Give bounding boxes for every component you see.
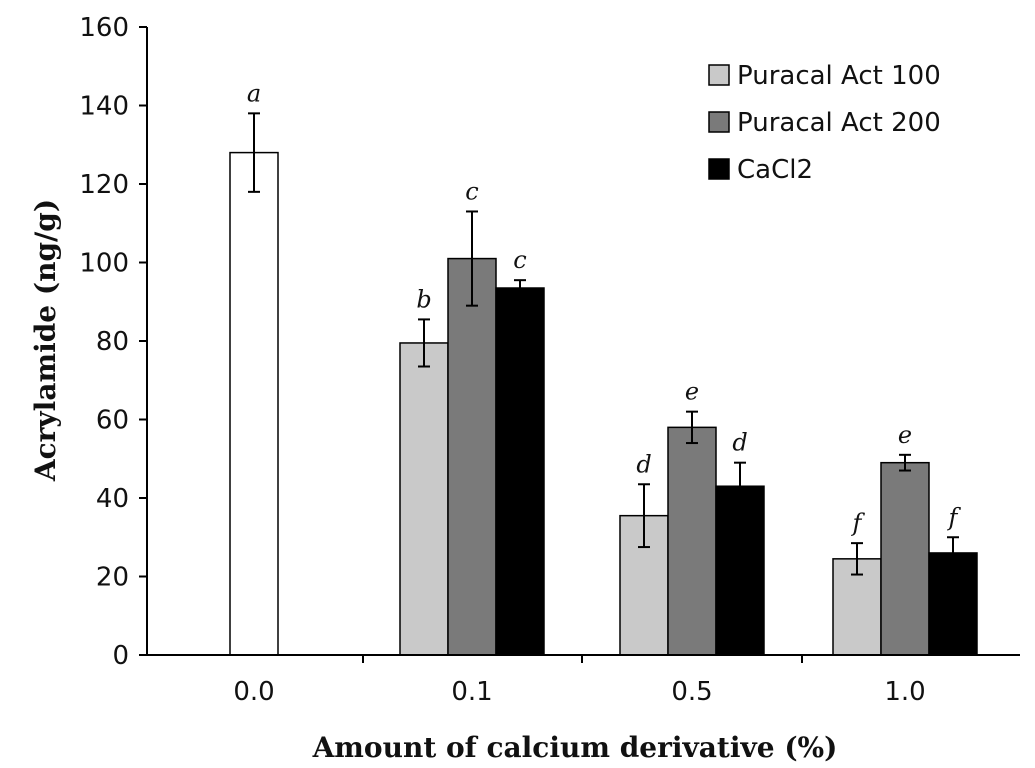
puracal-act-100-1.0-significance-letter: f bbox=[851, 509, 866, 537]
legend: Puracal Act 100 Puracal Act 200 CaCl2 bbox=[708, 61, 941, 185]
legend-label: Puracal Act 200 bbox=[737, 108, 941, 138]
y-tick-label: 80 bbox=[96, 327, 129, 357]
x-tick-label: 1.0 bbox=[884, 677, 925, 707]
puracal-act-200-0.1-significance-letter: c bbox=[465, 177, 478, 205]
control-0.0-significance-letter: a bbox=[247, 79, 261, 107]
y-tick-label: 0 bbox=[112, 641, 129, 671]
puracal-act-100-0.5-significance-letter: d bbox=[636, 450, 651, 478]
legend-label: Puracal Act 100 bbox=[737, 61, 941, 91]
y-tick-label: 160 bbox=[79, 13, 129, 43]
x-tick-label: 0.1 bbox=[451, 677, 492, 707]
legend-swatch bbox=[708, 158, 730, 180]
y-tick-label: 120 bbox=[79, 170, 129, 200]
y-tick-label: 20 bbox=[96, 563, 129, 593]
y-axis-title: Acrylamide (ng/g) bbox=[29, 199, 62, 482]
cacl2-0.5-significance-letter: d bbox=[732, 429, 747, 457]
puracal-act-100-0.1-bar bbox=[399, 342, 449, 656]
cacl2-1.0-bar bbox=[928, 552, 978, 656]
x-tick-label: 0.5 bbox=[671, 677, 712, 707]
control-0.0-bar bbox=[229, 151, 279, 656]
puracal-act-200-0.1-bar bbox=[447, 257, 497, 656]
y-tick-label: 40 bbox=[96, 484, 129, 514]
cacl2-0.1-significance-letter: c bbox=[513, 246, 526, 274]
puracal-act-100-0.1-significance-letter: b bbox=[416, 285, 431, 313]
legend-swatch bbox=[708, 111, 730, 133]
axes-layer: 0 20 40 60 80 100 120 140 160 0.0 0.1 0.5 1.0 bbox=[79, 13, 1020, 707]
x-tick-label: 0.0 bbox=[233, 677, 274, 707]
puracal-act-200-0.5-significance-letter: e bbox=[685, 378, 699, 406]
legend-label: CaCl2 bbox=[737, 155, 813, 185]
legend-swatch bbox=[708, 64, 730, 86]
y-tick-label: 60 bbox=[96, 406, 129, 436]
cacl2-0.5-bar bbox=[715, 485, 765, 656]
y-tick-label: 100 bbox=[79, 249, 129, 279]
puracal-act-200-0.5-bar bbox=[667, 426, 717, 656]
puracal-act-200-1.0-significance-letter: e bbox=[898, 421, 912, 449]
cacl2-0.1-bar bbox=[495, 287, 545, 656]
bars-layer: a b d f c e e c d f bbox=[229, 79, 978, 656]
puracal-act-200-1.0-bar bbox=[880, 461, 930, 656]
x-axis-title: Amount of calcium derivative (%) bbox=[312, 731, 838, 764]
cacl2-1.0-significance-letter: f bbox=[947, 503, 962, 531]
y-tick-label: 140 bbox=[79, 92, 129, 122]
